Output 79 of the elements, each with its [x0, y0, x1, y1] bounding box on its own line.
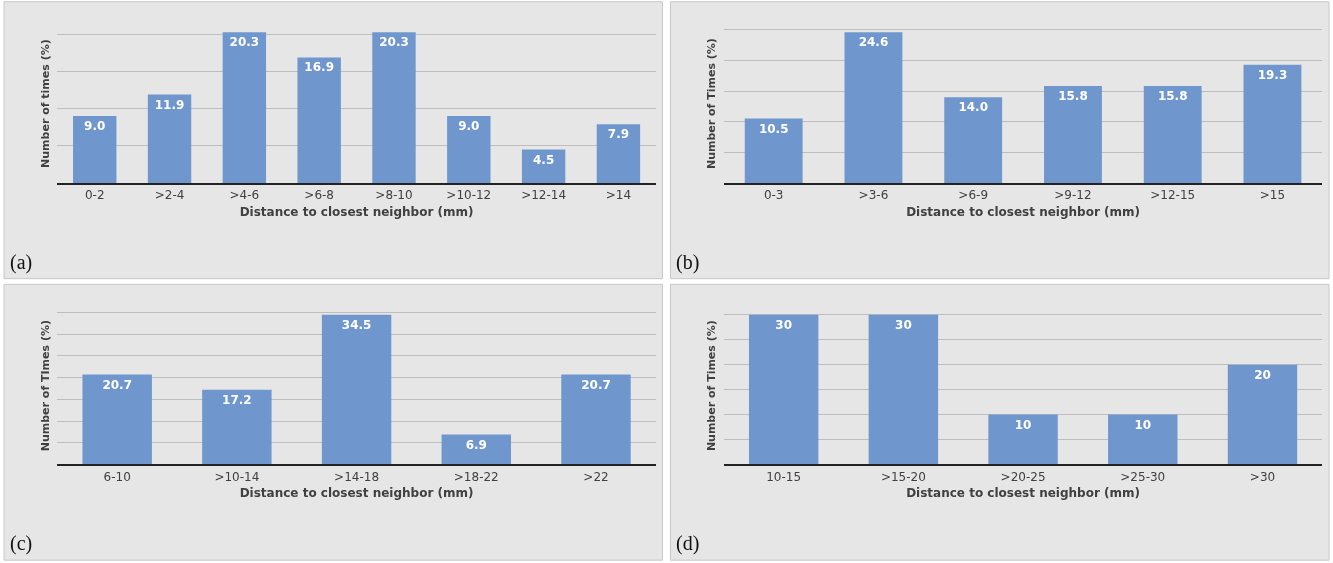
bar — [321, 314, 392, 465]
x-tick-label: >15 — [1259, 188, 1286, 203]
data-label: 15.8 — [1058, 89, 1088, 104]
x-tick-label: >12-15 — [1150, 188, 1196, 203]
data-label: 20.3 — [379, 35, 409, 50]
y-axis-title: Number of Times (%) — [705, 320, 719, 452]
x-tick-label: >10-14 — [214, 469, 260, 484]
x-tick-label: >10-12 — [446, 188, 492, 203]
data-label: 7.9 — [607, 127, 630, 142]
x-tick-label: >6-9 — [958, 188, 989, 203]
x-tick-label: >6-8 — [304, 188, 334, 203]
x-tick-label: >2-4 — [154, 188, 185, 203]
bar — [441, 434, 511, 465]
data-label: 11.9 — [154, 97, 185, 112]
y-axis-title: Number of TImes (%) — [38, 320, 52, 452]
x-tick-label: >8-10 — [375, 188, 413, 203]
bar — [1143, 86, 1202, 183]
bar — [944, 97, 1003, 183]
text: (d) — [676, 532, 700, 555]
data-label: 10 — [1014, 417, 1032, 432]
x-axis-title: Distance to closest neighbor (mm) — [239, 204, 474, 219]
bar — [521, 149, 566, 183]
x-tick-label: >18-22 — [453, 469, 499, 484]
data-label: 20 — [1254, 367, 1271, 382]
x-tick-label: >30 — [1249, 469, 1276, 484]
data-label: 19.3 — [1257, 67, 1288, 82]
data-label: 14.0 — [958, 100, 988, 115]
x-tick-label: >22 — [583, 469, 609, 484]
data-label: 34.5 — [341, 317, 372, 332]
data-label: 17.2 — [222, 392, 252, 407]
x-tick-label: >25-30 — [1120, 469, 1166, 484]
x-tick-label: >9-12 — [1054, 188, 1092, 203]
x-tick-label: 6-10 — [103, 469, 131, 484]
data-label: 24.6 — [858, 35, 889, 50]
x-tick-label: >15-20 — [880, 469, 926, 484]
data-label: 4.5 — [532, 152, 555, 167]
x-tick-label: >14 — [605, 188, 632, 203]
x-tick-label: >4-6 — [229, 188, 260, 203]
x-axis-title: Distance to closest neighbor (mm) — [906, 486, 1140, 501]
text: (a) — [10, 251, 33, 274]
data-label: 6.9 — [465, 437, 487, 452]
text: (c) — [10, 532, 33, 555]
bar — [596, 124, 641, 183]
data-label: 9.0 — [84, 119, 106, 134]
text: (b) — [676, 251, 700, 274]
x-tick-label: >3-6 — [858, 188, 889, 203]
x-axis-title: Distance to closest neighbor (mm) — [906, 204, 1140, 219]
data-label: 30 — [895, 317, 912, 332]
bar — [297, 57, 341, 183]
data-label: 20.7 — [581, 377, 611, 392]
bar — [222, 32, 267, 183]
data-label: 30 — [775, 317, 793, 332]
bar — [447, 116, 491, 183]
bar — [561, 374, 631, 465]
x-tick-label: >12-14 — [521, 188, 567, 203]
data-label: 10.5 — [758, 121, 789, 136]
bar — [1243, 64, 1302, 183]
x-tick-label: 0-2 — [84, 188, 105, 203]
bar — [744, 118, 803, 183]
x-tick-label: 0-3 — [763, 188, 784, 203]
data-label: 9.0 — [458, 119, 480, 134]
data-label: 10 — [1134, 417, 1152, 432]
data-label: 16.9 — [304, 60, 334, 75]
bar — [147, 94, 192, 183]
bar — [202, 389, 272, 465]
data-label: 20.3 — [229, 35, 260, 50]
bar — [372, 32, 416, 183]
y-axis-title: Number of times (%) — [38, 39, 52, 168]
data-label: 20.7 — [102, 377, 132, 392]
x-axis-title: Distance to closest neighbor (mm) — [239, 486, 474, 501]
bar — [73, 116, 117, 183]
data-label: 15.8 — [1157, 89, 1188, 104]
x-tick-label: >14-18 — [334, 469, 380, 484]
bar — [1044, 86, 1102, 183]
x-tick-label: 10-15 — [766, 469, 802, 484]
bar — [82, 374, 152, 465]
y-axis-title: Number of Times (%) — [705, 38, 719, 170]
bar — [844, 32, 903, 183]
x-tick-label: >20-25 — [1000, 469, 1046, 484]
